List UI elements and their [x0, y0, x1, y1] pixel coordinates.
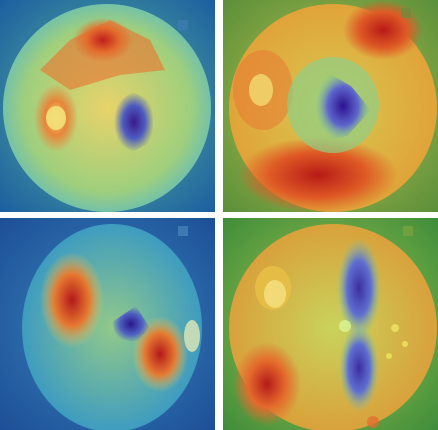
- coldspot: [339, 324, 379, 412]
- heatmap-panel-top-left: [0, 0, 215, 212]
- optic-disc: [184, 320, 200, 352]
- retina-heatmap-bottom-right: [223, 218, 438, 430]
- hotspot: [73, 18, 133, 62]
- coldspot: [114, 92, 154, 152]
- hotspot: [40, 252, 104, 348]
- coldspot: [315, 70, 371, 142]
- retina-heatmap-bottom-left: [0, 218, 215, 430]
- coldspot: [112, 306, 150, 342]
- hotspot: [233, 342, 301, 426]
- heatmap-panel-bottom-right: [223, 218, 438, 430]
- optic-disc: [249, 74, 273, 106]
- heatmap-panel-top-right: [223, 0, 438, 212]
- retina-heatmap-top-left: [0, 0, 215, 212]
- optic-disc: [264, 280, 286, 308]
- hotspot: [132, 316, 188, 392]
- retina-heatmap-top-right: [223, 0, 438, 212]
- coldspot: [337, 238, 381, 338]
- heatmap-panel-bottom-left: [0, 218, 215, 430]
- hotspot: [238, 137, 398, 212]
- optic-disc: [46, 106, 66, 130]
